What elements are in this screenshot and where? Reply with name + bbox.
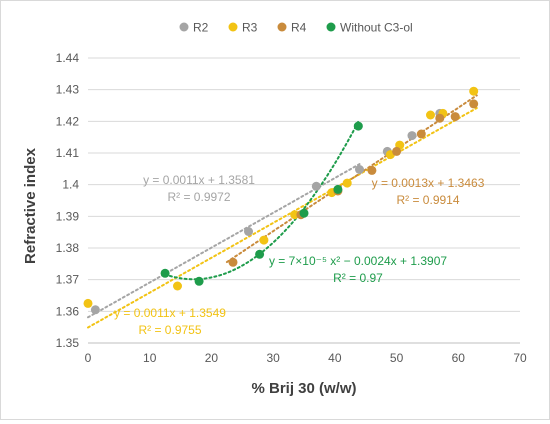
legend: R2 R3 R4 Without C3-ol bbox=[179, 21, 413, 35]
data-point bbox=[299, 208, 309, 218]
x-axis-title: % Brij 30 (w/w) bbox=[251, 380, 356, 397]
trendline-equation: y = 0.0013x + 1.3463 bbox=[372, 176, 485, 190]
trendline-equation: y = 0.0011x + 1.3581 bbox=[143, 173, 255, 187]
x-tick-label: 10 bbox=[143, 351, 157, 365]
x-tick-label: 20 bbox=[205, 351, 219, 365]
data-point bbox=[367, 165, 377, 175]
x-tick-label: 40 bbox=[328, 351, 342, 365]
data-point bbox=[311, 181, 321, 191]
data-point bbox=[469, 99, 479, 109]
trendline-r-squared: R² = 0.9755 bbox=[138, 323, 201, 337]
trendline-equation: y = 0.0011x + 1.3549 bbox=[114, 306, 226, 320]
data-point bbox=[194, 276, 204, 286]
data-point bbox=[160, 268, 170, 278]
data-point bbox=[228, 257, 238, 267]
y-tick-label: 1.37 bbox=[56, 273, 80, 287]
x-tick-label: 0 bbox=[85, 351, 92, 365]
y-tick-label: 1.44 bbox=[56, 51, 80, 65]
data-point bbox=[416, 129, 426, 139]
data-point bbox=[255, 249, 265, 259]
y-tick-label: 1.36 bbox=[56, 304, 80, 318]
trendline-r-squared: R² = 0.97 bbox=[333, 271, 383, 285]
legend-marker bbox=[326, 22, 336, 32]
data-point bbox=[426, 110, 435, 120]
data-point bbox=[342, 178, 352, 188]
x-tick-label: 50 bbox=[390, 351, 404, 365]
trendlines bbox=[87, 94, 478, 329]
y-tick-label: 1.42 bbox=[56, 114, 80, 128]
legend-label: R3 bbox=[242, 21, 258, 35]
data-point bbox=[259, 235, 269, 245]
data-point bbox=[469, 86, 479, 96]
y-tick-label: 1.35 bbox=[56, 336, 80, 350]
data-point bbox=[333, 184, 343, 194]
x-tick-label: 70 bbox=[513, 351, 527, 365]
y-tick-label: 1.41 bbox=[56, 146, 80, 160]
trendline-r-squared: R² = 0.9914 bbox=[396, 193, 459, 207]
trendline bbox=[225, 94, 478, 264]
y-tick-label: 1.4 bbox=[62, 178, 79, 192]
data-points bbox=[83, 86, 479, 315]
data-point bbox=[355, 165, 364, 174]
y-tick-label: 1.39 bbox=[56, 209, 80, 223]
axes: 1.35 1.36 1.37 1.38 1.39 1.4 1.41 1.42 1.43 1.44 0… bbox=[56, 51, 527, 365]
trendline-labels: y = 0.0011x + 1.3581 R² = 0.9972 y = 0.001… bbox=[114, 173, 485, 337]
legend-label: R4 bbox=[291, 21, 307, 35]
data-point bbox=[290, 210, 300, 220]
data-point bbox=[90, 305, 100, 315]
legend-marker bbox=[228, 22, 238, 32]
data-point bbox=[435, 113, 445, 123]
legend-label: R2 bbox=[193, 21, 209, 35]
legend-marker bbox=[179, 22, 189, 32]
legend-marker bbox=[277, 22, 287, 32]
y-axis-title: Refractive index bbox=[22, 147, 39, 264]
data-point bbox=[173, 281, 182, 291]
data-point bbox=[407, 131, 417, 141]
data-point bbox=[450, 112, 460, 122]
legend-label: Without C3-ol bbox=[340, 21, 413, 35]
data-point bbox=[392, 146, 402, 156]
data-point bbox=[353, 121, 363, 131]
x-tick-label: 30 bbox=[266, 351, 280, 365]
data-point bbox=[83, 298, 93, 308]
x-tick-label: 60 bbox=[452, 351, 466, 365]
trendline bbox=[87, 107, 478, 329]
trendline-r-squared: R² = 0.9972 bbox=[167, 190, 230, 204]
y-tick-label: 1.38 bbox=[56, 241, 80, 255]
y-tick-label: 1.43 bbox=[56, 83, 80, 97]
gridlines bbox=[88, 57, 520, 312]
trendline-equation: y = 7×10⁻⁵ x² − 0.0024x + 1.3907 bbox=[269, 254, 447, 268]
data-point bbox=[244, 227, 253, 236]
